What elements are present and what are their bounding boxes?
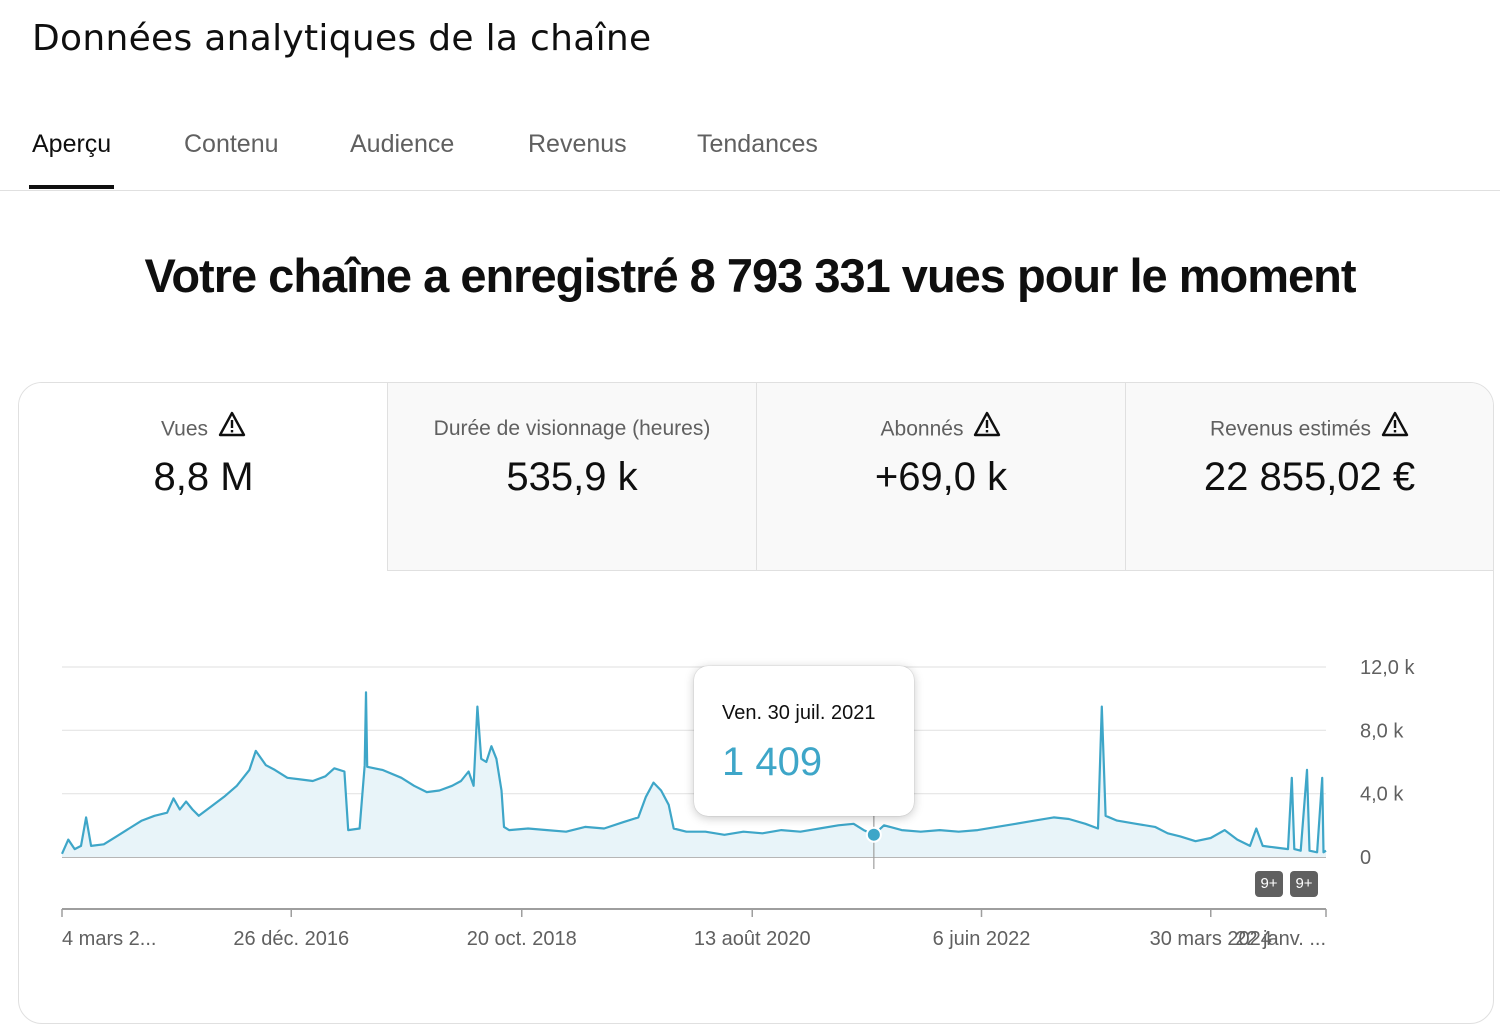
metric-watch-time[interactable]: Durée de visionnage (heures) 535,9 k	[387, 383, 756, 571]
y-tick-label: 0	[1360, 847, 1371, 869]
metric-revenue[interactable]: Revenus estimés 22 855,02 €	[1125, 383, 1493, 571]
tab-revenus[interactable]: Revenus	[528, 130, 627, 158]
page-title: Données analytiques de la chaîne	[32, 18, 652, 59]
x-tick-label: 13 août 2020	[694, 928, 811, 950]
annotation-badge[interactable]: 9+	[1255, 871, 1283, 897]
series-line	[60, 691, 1327, 855]
x-tick-label: 30 mars 2024	[1150, 928, 1272, 950]
metric-revenue-label-row: Revenus estimés	[1126, 411, 1493, 443]
metric-watch-time-value: 535,9 k	[506, 455, 638, 499]
y-tick-label: 12,0 k	[1360, 657, 1415, 679]
x-tick-label: 22 janv. ...	[1235, 928, 1326, 950]
metric-views-value: 8,8 M	[153, 455, 254, 499]
tooltip-value: 1 409	[722, 740, 823, 784]
metric-views[interactable]: Vues 8,8 M	[19, 383, 388, 571]
annotation-badge[interactable]: 9+	[1290, 871, 1318, 897]
tab-contenu[interactable]: Contenu	[184, 130, 279, 158]
tab-bar: Aperçu Contenu Audience Revenus Tendance…	[0, 120, 1500, 191]
warning-icon	[218, 411, 246, 445]
total-views-headline: Votre chaîne a enregistré 8 793 331 vues…	[144, 249, 1356, 302]
metric-views-label: Vues	[160, 417, 209, 441]
y-tick-label: 4,0 k	[1360, 784, 1404, 806]
metric-views-label-row: Vues	[19, 411, 388, 443]
metric-subscribers-value: +69,0 k	[874, 455, 1008, 499]
metric-subscribers-label-row: Abonnés	[757, 411, 1125, 443]
y-tick-label: 8,0 k	[1360, 720, 1404, 742]
metric-subscribers-label: Abonnés	[880, 417, 964, 441]
x-tick-label: 20 oct. 2018	[467, 928, 577, 950]
metric-revenue-label: Revenus estimés	[1209, 417, 1372, 441]
x-tick-label: 26 déc. 2016	[233, 928, 349, 950]
metric-subscribers[interactable]: Abonnés +69,0 k	[756, 383, 1125, 571]
metric-revenue-value: 22 855,02 €	[1203, 455, 1416, 499]
tab-audience[interactable]: Audience	[350, 130, 455, 158]
warning-icon	[973, 411, 1001, 445]
metric-watch-time-label: Durée de visionnage (heures)	[433, 417, 711, 440]
x-tick-label: 4 mars 2...	[62, 928, 156, 950]
tab-tendances[interactable]: Tendances	[697, 130, 818, 158]
x-tick-label: 6 juin 2022	[933, 928, 1031, 950]
warning-icon	[1381, 411, 1409, 445]
chart-tooltip: Ven. 30 juil. 2021 1 409	[694, 666, 914, 816]
series-area	[62, 692, 1326, 857]
tab-apercu[interactable]: Aperçu	[28, 130, 115, 189]
highlight-point	[865, 826, 882, 843]
tooltip-date: Ven. 30 juil. 2021	[722, 702, 876, 724]
